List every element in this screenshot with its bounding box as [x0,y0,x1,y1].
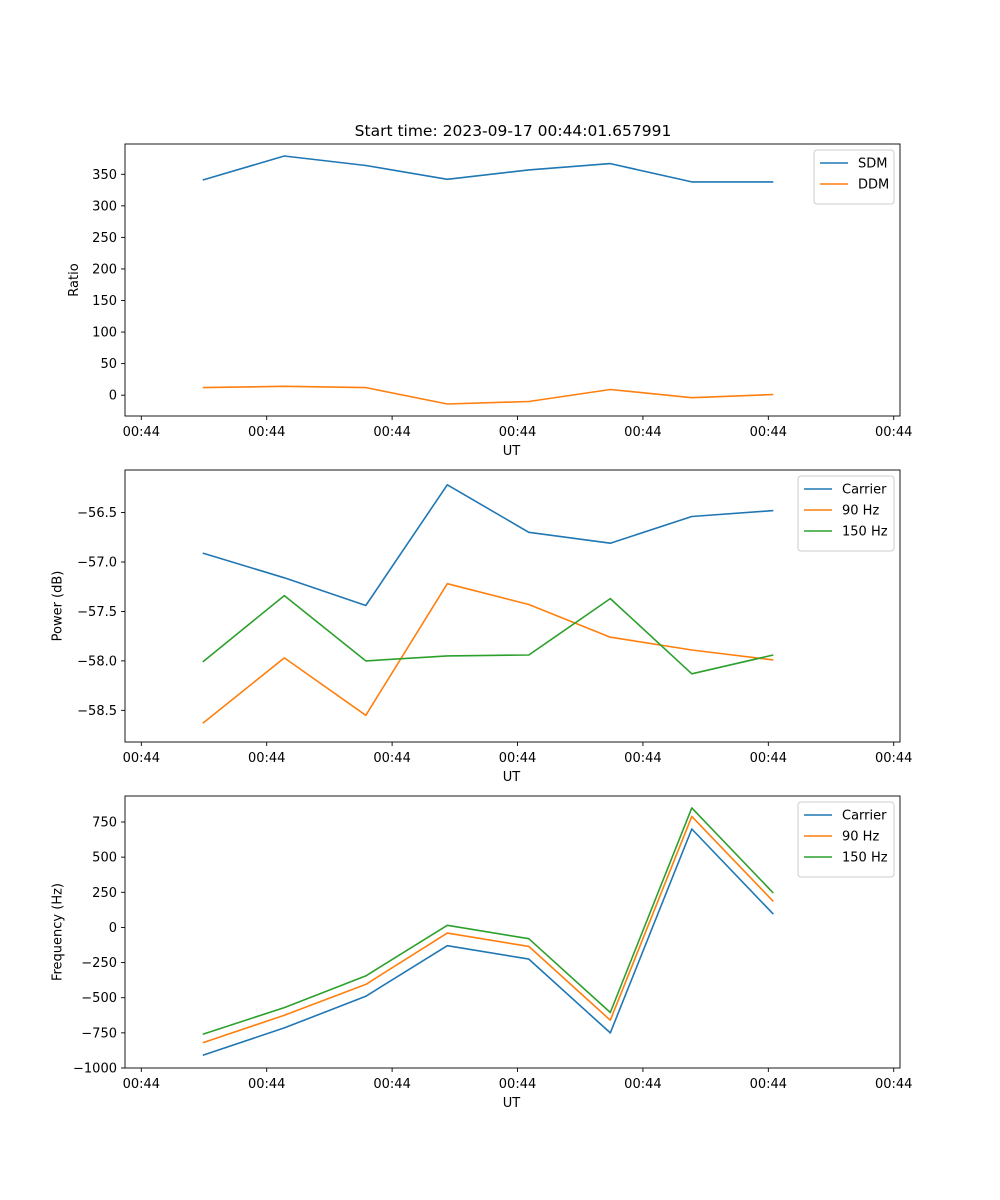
y-tick-label: 250 [92,886,117,901]
legend-label: Carrier [842,483,887,498]
y-tick-label: −57.0 [77,555,117,570]
x-tick-label: 00:44 [373,425,410,440]
panel-1: 00:4400:4400:4400:4400:4400:4400:4400:45… [67,143,912,459]
legend: Carrier 90 Hz 150 Hz [797,475,895,552]
legend-label: 150 Hz [842,525,888,540]
y-axis-label: Power (dB) [51,571,66,642]
series-line-90-hz [202,582,774,724]
panels: 00:4400:4400:4400:4400:4400:4400:4400:45… [51,143,912,1111]
y-tick-label: 250 [92,231,117,246]
series-line-150-hz [202,594,774,675]
y-tick-label: 50 [100,357,117,372]
x-tick-label: 00:44 [624,751,661,766]
legend-label: 90 Hz [842,504,879,519]
series-line-carrier [202,828,774,1057]
y-tick-label: −58.0 [77,654,117,669]
x-tick-label: 00:44 [248,425,285,440]
y-tick-label: 100 [92,326,117,341]
y-tick-label: −250 [81,956,117,971]
x-tick-label: 00:44 [123,425,160,440]
x-tick-label: 00:44 [373,751,410,766]
x-tick-label: 00:44 [750,751,787,766]
y-tick-label: −57.5 [77,605,117,620]
legend-label: DDM [858,178,889,193]
x-tick-label: 00:44 [248,1077,285,1092]
series-line-sdm [202,155,774,183]
y-tick-label: 200 [92,262,117,277]
legend: SDM DDM [813,149,895,205]
y-tick-label: −56.5 [77,506,117,521]
x-tick-label: 00:44 [624,425,661,440]
y-tick-label: −58.5 [77,704,117,719]
x-axis-label: UT [503,770,521,785]
y-tick-label: −750 [81,1026,117,1041]
series-line-ddm [202,385,774,405]
y-tick-label: −500 [81,991,117,1006]
x-tick-label: 00:44 [875,751,912,766]
y-tick-label: 750 [92,816,117,831]
x-axis-label: UT [503,1096,521,1111]
x-tick-label: 00:44 [750,1077,787,1092]
x-tick-label: 00:44 [499,1077,536,1092]
legend-label: 150 Hz [842,851,888,866]
series-line-150-hz [202,807,774,1036]
y-tick-label: 0 [109,389,117,404]
series-line-carrier [202,483,774,607]
x-tick-label: 00:44 [499,425,536,440]
series-line-90-hz [202,815,774,1044]
legend-label: 90 Hz [842,830,879,845]
y-tick-label: −1000 [73,1062,117,1077]
x-tick-label: 00:44 [875,425,912,440]
figure-title: Start time: 2023-09-17 00:44:01.657991 [355,122,672,140]
y-tick-label: 0 [109,921,117,936]
x-tick-label: 00:44 [248,751,285,766]
axes-frame [124,469,901,743]
y-tick-label: 500 [92,851,117,866]
x-tick-label: 00:44 [750,425,787,440]
x-tick-label: 00:44 [373,1077,410,1092]
y-tick-label: 300 [92,199,117,214]
y-tick-label: 350 [92,168,117,183]
x-tick-label: 00:44 [499,751,536,766]
legend-box [797,801,895,878]
x-tick-label: 00:44 [624,1077,661,1092]
legend: Carrier 90 Hz 150 Hz [797,801,895,878]
y-tick-label: 150 [92,294,117,309]
legend-label: Carrier [842,809,887,824]
panel-3: 00:4400:4400:4400:4400:4400:4400:4400:45… [51,795,912,1111]
axes-frame [124,795,901,1069]
panel-2: 00:4400:4400:4400:4400:4400:4400:4400:45… [51,469,912,785]
x-tick-label: 00:44 [875,1077,912,1092]
x-tick-label: 00:44 [123,751,160,766]
legend-box [797,475,895,552]
legend-label: SDM [858,157,887,172]
axes-frame [124,143,901,417]
y-axis-label: Ratio [67,263,82,296]
y-axis-label: Frequency (Hz) [51,883,66,981]
x-tick-label: 00:44 [123,1077,160,1092]
x-axis-label: UT [503,444,521,459]
